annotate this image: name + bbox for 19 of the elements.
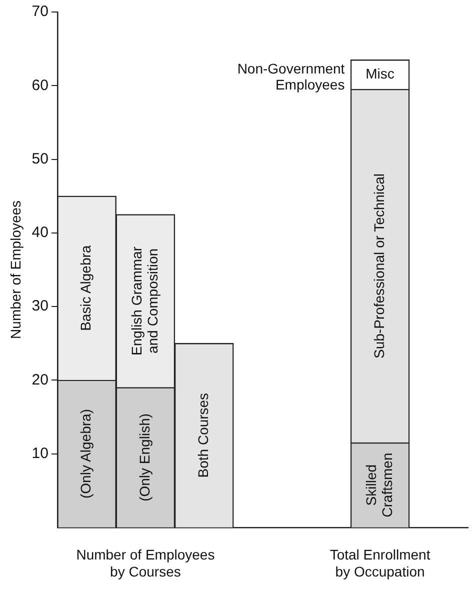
text: Number of Employees by Courses — [76, 546, 215, 580]
y-tick-label: 50 — [32, 150, 48, 168]
series-label: (Only Algebra) — [78, 409, 94, 499]
series-label: Misc — [366, 65, 394, 82]
y-tick-label: 20 — [32, 371, 48, 388]
series-label: English Grammar and Composition — [128, 246, 160, 356]
y-tick-label: 70 — [32, 3, 48, 20]
annotation: Non-Government Employees — [237, 60, 345, 93]
y-tick-label: 30 — [32, 298, 48, 315]
y-tick-label: 60 — [32, 76, 48, 94]
y-axis-title: Number of Employees — [7, 200, 24, 339]
text: Total Enrollment by Occupation — [330, 546, 430, 580]
y-tick-label: 10 — [32, 444, 48, 462]
series-label: (Only English) — [136, 413, 152, 502]
series-label: Basic Algebra — [78, 245, 94, 331]
y-tick-label: 40 — [32, 224, 48, 242]
series-label: Both Courses — [194, 392, 211, 478]
series-label: Sub-Professional or Technical — [370, 174, 387, 358]
series-label: Skilled Craftsmen — [362, 452, 395, 518]
